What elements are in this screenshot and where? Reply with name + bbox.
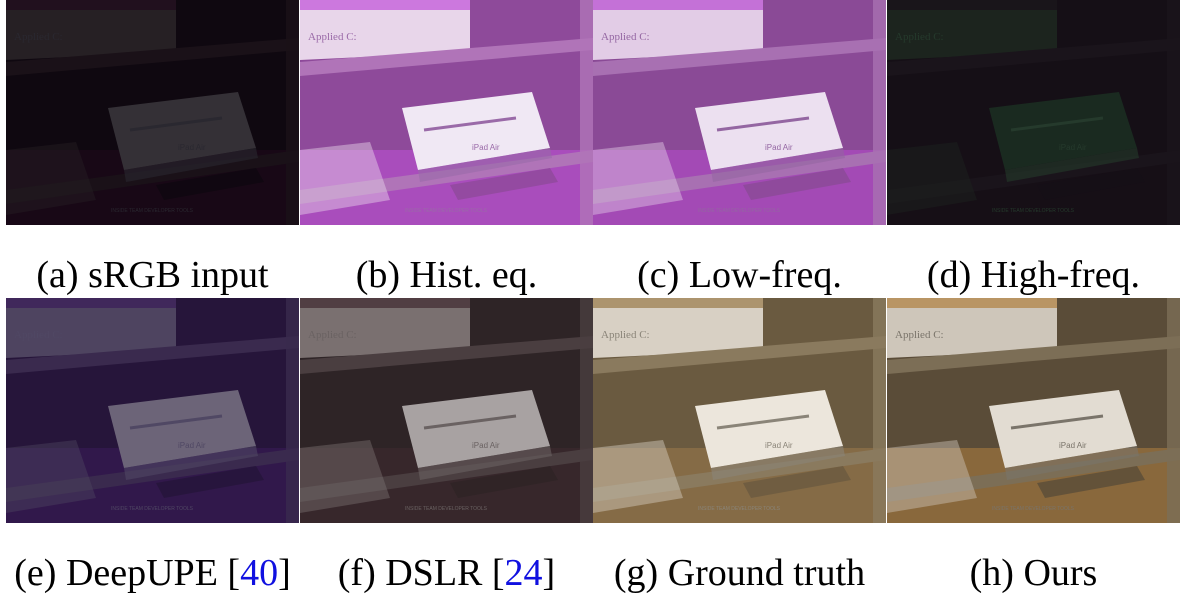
caption-f-text: (f) DSLR [ <box>337 552 505 594</box>
scene-book-title: Applied C: <box>14 31 63 43</box>
scene-shelf-label: INSIDE TEAM DEVELOPER TOOLS <box>111 208 194 214</box>
scene-box-label: iPad Air <box>472 143 500 152</box>
scene-box-label: iPad Air <box>765 143 793 152</box>
caption-c: (c) Low-freq. <box>637 254 842 296</box>
scene-illustration: Applied C: iPad Air INSIDE TEAM DEVELOPER … <box>300 298 593 523</box>
panel-f-image: Applied C: iPad Air INSIDE TEAM DEVELOPER … <box>300 298 593 523</box>
scene-shelf-label: INSIDE TEAM DEVELOPER TOOLS <box>992 208 1075 214</box>
scene-shelf-label: INSIDE TEAM DEVELOPER TOOLS <box>111 506 194 512</box>
citation-link-40[interactable]: 40 <box>240 552 279 594</box>
scene-shelf-label: INSIDE TEAM DEVELOPER TOOLS <box>698 208 781 214</box>
caption-h: (h) Ours <box>969 552 1098 594</box>
scene-box-label: iPad Air <box>178 441 206 450</box>
scene-shelf-label: INSIDE TEAM DEVELOPER TOOLS <box>992 506 1075 512</box>
panel-h-image: Applied C: iPad Air INSIDE TEAM DEVELOPER … <box>887 298 1180 523</box>
scene-box-label: iPad Air <box>1059 143 1087 152</box>
scene-book-title: Applied C: <box>308 329 357 341</box>
scene-book-title: Applied C: <box>308 31 357 43</box>
caption-e-end: ] <box>278 552 291 594</box>
scene-book-title: Applied C: <box>895 31 944 43</box>
citation-link-24[interactable]: 24 <box>504 552 543 594</box>
scene-illustration: Applied C: iPad Air INSIDE TEAM DEVELOPER … <box>593 298 886 523</box>
scene-illustration: Applied C: iPad Air INSIDE TEAM DEVELOPER … <box>593 0 886 225</box>
scene-book-title: Applied C: <box>601 31 650 43</box>
panel-g-image: Applied C: iPad Air INSIDE TEAM DEVELOPER … <box>593 298 886 523</box>
panel-b-image: Applied C: iPad Air INSIDE TEAM DEVELOPER … <box>300 0 593 225</box>
scene-shelf-label: INSIDE TEAM DEVELOPER TOOLS <box>405 208 488 214</box>
caption-f-end: ] <box>542 552 556 594</box>
scene-book-title: Applied C: <box>14 329 63 341</box>
scene-shelf-label: INSIDE TEAM DEVELOPER TOOLS <box>405 506 488 512</box>
caption-a: (a) sRGB input <box>36 254 269 296</box>
panel-a-image: Applied C: iPad Air INSIDE TEAM DEVELOPER … <box>6 0 299 225</box>
scene-illustration: Applied C: iPad Air INSIDE TEAM DEVELOPER … <box>300 0 593 225</box>
caption-b: (b) Hist. eq. <box>355 254 538 296</box>
scene-box-label: iPad Air <box>765 441 793 450</box>
scene-illustration: Applied C: iPad Air INSIDE TEAM DEVELOPER … <box>887 0 1180 225</box>
scene-illustration: Applied C: iPad Air INSIDE TEAM DEVELOPER … <box>887 298 1180 523</box>
scene-shelf-label: INSIDE TEAM DEVELOPER TOOLS <box>698 506 781 512</box>
caption-g: (g) Ground truth <box>613 552 866 594</box>
scene-box-label: iPad Air <box>472 441 500 450</box>
panel-c-image: Applied C: iPad Air INSIDE TEAM DEVELOPER … <box>593 0 886 225</box>
scene-book-title: Applied C: <box>895 329 944 341</box>
panel-e-image: Applied C: iPad Air INSIDE TEAM DEVELOPER … <box>6 298 299 523</box>
scene-book-title: Applied C: <box>601 329 650 341</box>
caption-e: (e) DeepUPE [40] <box>6 554 299 592</box>
panel-d-image: Applied C: iPad Air INSIDE TEAM DEVELOPER … <box>887 0 1180 225</box>
scene-illustration: Applied C: iPad Air INSIDE TEAM DEVELOPER … <box>6 0 299 225</box>
scene-box-label: iPad Air <box>178 143 206 152</box>
scene-box-label: iPad Air <box>1059 441 1087 450</box>
caption-e-text: (e) DeepUPE [ <box>14 552 241 594</box>
caption-f: (f) DSLR [24] <box>300 554 593 592</box>
scene-illustration: Applied C: iPad Air INSIDE TEAM DEVELOPER … <box>6 298 299 523</box>
caption-d: (d) High-freq. <box>926 254 1141 296</box>
